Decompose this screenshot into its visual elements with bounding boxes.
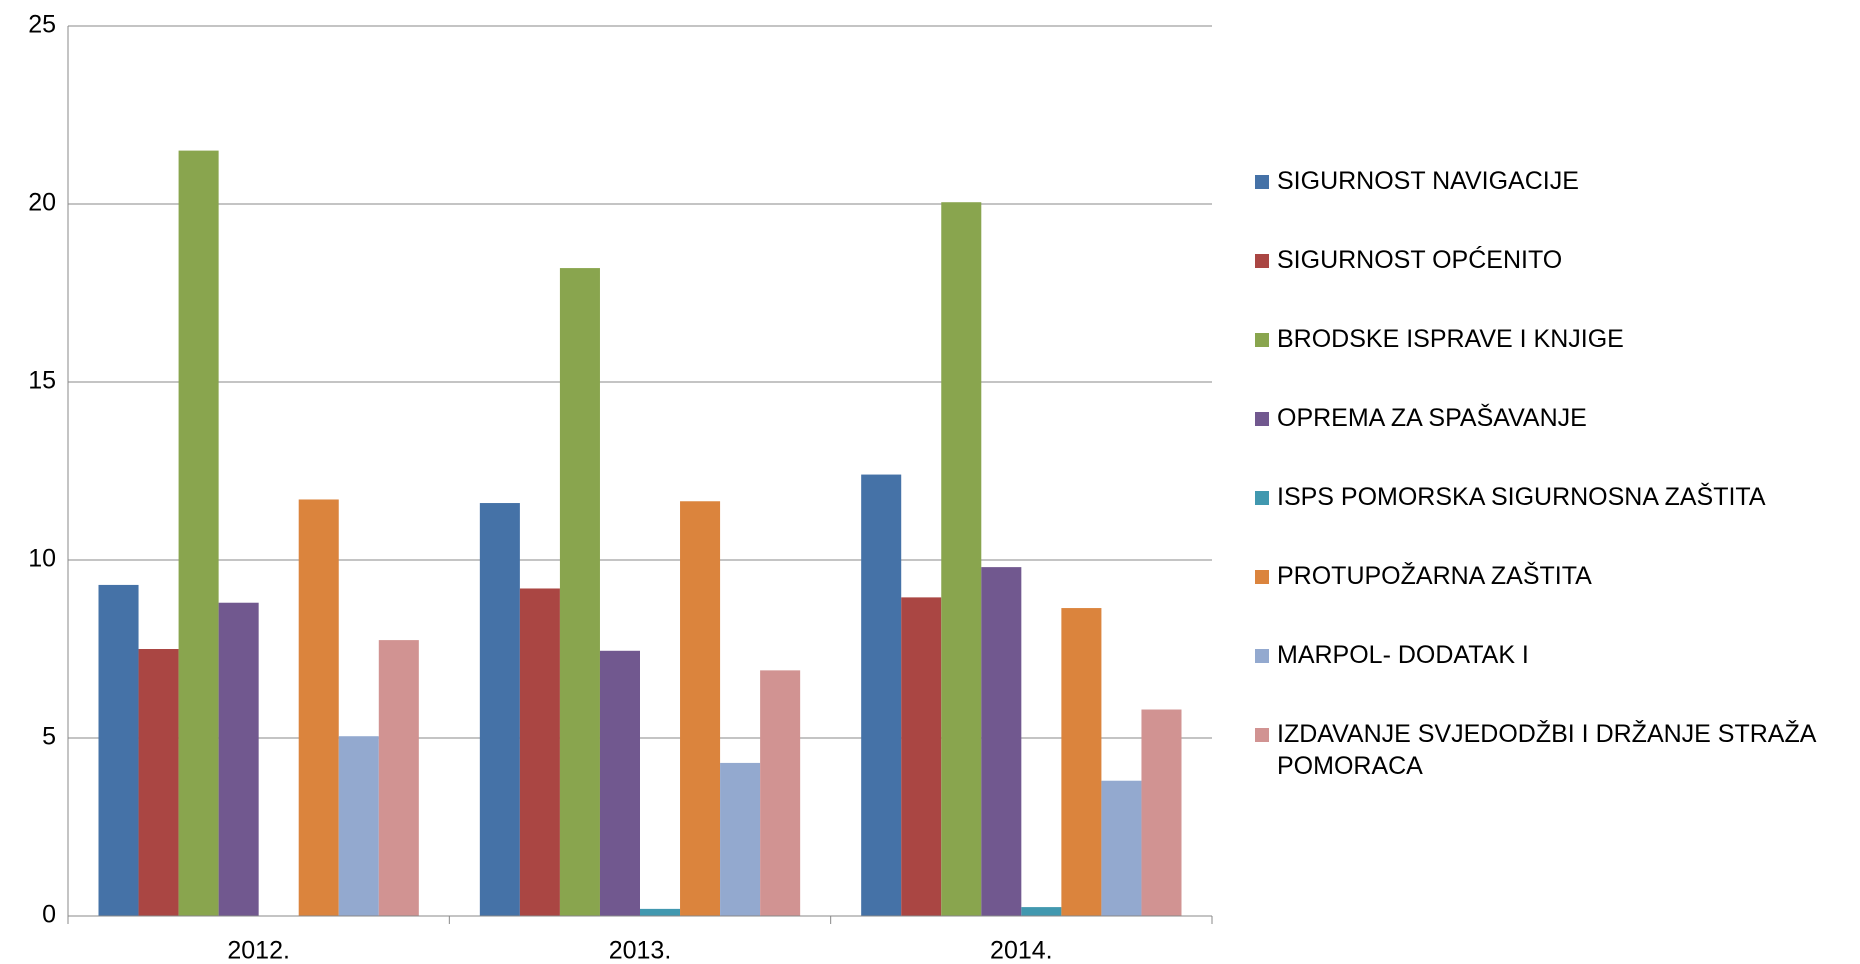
legend-swatch xyxy=(1255,254,1269,268)
legend-swatch xyxy=(1255,412,1269,426)
bar xyxy=(559,268,600,917)
bar xyxy=(941,202,982,917)
bar xyxy=(901,597,942,916)
bar xyxy=(1021,907,1062,916)
legend-swatch xyxy=(1255,570,1269,584)
legend-label: SIGURNOST NAVIGACIJE xyxy=(1277,167,1579,195)
legend-swatch xyxy=(1255,491,1269,505)
legend-item: SIGURNOST NAVIGACIJE xyxy=(1255,165,1855,244)
y-tick-label: 15 xyxy=(28,367,56,395)
y-tick-label: 20 xyxy=(28,189,56,217)
bar xyxy=(338,736,379,916)
legend-item: SIGURNOST OPĆENITO xyxy=(1255,244,1855,323)
bar xyxy=(1061,608,1102,916)
legend-swatch xyxy=(1255,333,1269,347)
bar xyxy=(519,588,560,916)
legend-item: BRODSKE ISPRAVE I KNJIGE xyxy=(1255,323,1855,402)
y-tick-label: 5 xyxy=(42,723,56,751)
bar xyxy=(298,499,339,916)
legend-swatch xyxy=(1255,728,1269,742)
legend-label: BRODSKE ISPRAVE I KNJIGE xyxy=(1277,325,1624,353)
y-tick-label: 25 xyxy=(28,11,56,39)
bar xyxy=(981,567,1022,916)
legend-label: ISPS POMORSKA SIGURNOSNA ZAŠTITA xyxy=(1277,483,1766,511)
bar xyxy=(760,670,801,916)
x-tick-label: 2012. xyxy=(227,937,290,964)
y-tick-label: 0 xyxy=(42,901,56,929)
x-tick-label: 2013. xyxy=(609,937,672,964)
bar xyxy=(720,762,761,916)
legend-item: PROTUPOŽARNA ZAŠTITA xyxy=(1255,560,1855,639)
legend-item: IZDAVANJE SVJEDODŽBI I DRŽANJE STRAŽA PO… xyxy=(1255,718,1855,797)
legend-label: IZDAVANJE SVJEDODŽBI I DRŽANJE STRAŽA PO… xyxy=(1277,720,1816,780)
x-tick-label: 2014. xyxy=(990,937,1053,964)
legend-swatch xyxy=(1255,649,1269,663)
legend-label: MARPOL- DODATAK I xyxy=(1277,641,1529,669)
y-tick-label: 10 xyxy=(28,545,56,573)
legend-swatch xyxy=(1255,175,1269,189)
bar xyxy=(640,908,681,916)
legend-item: ISPS POMORSKA SIGURNOSNA ZAŠTITA xyxy=(1255,481,1855,560)
bar xyxy=(861,474,902,916)
bar xyxy=(98,584,139,916)
legend-item: MARPOL- DODATAK I xyxy=(1255,639,1855,718)
legend-label: SIGURNOST OPĆENITO xyxy=(1277,246,1563,274)
bar xyxy=(1141,709,1182,916)
bar xyxy=(218,602,259,916)
legend-label: PROTUPOŽARNA ZAŠTITA xyxy=(1277,562,1592,590)
chart: 0 5 10 15 20 25 2012. 2013. 2014. xyxy=(28,11,1213,964)
bar xyxy=(599,650,640,916)
bar xyxy=(378,640,419,916)
bar xyxy=(138,649,179,916)
bar xyxy=(1101,780,1142,916)
bar xyxy=(178,150,219,917)
legend-item: OPREMA ZA SPAŠAVANJE xyxy=(1255,402,1855,481)
bar xyxy=(680,501,721,916)
bar xyxy=(479,503,520,916)
legend: SIGURNOST NAVIGACIJE SIGURNOST OPĆENITO BR… xyxy=(1255,165,1855,797)
legend-label: OPREMA ZA SPAŠAVANJE xyxy=(1277,404,1587,432)
